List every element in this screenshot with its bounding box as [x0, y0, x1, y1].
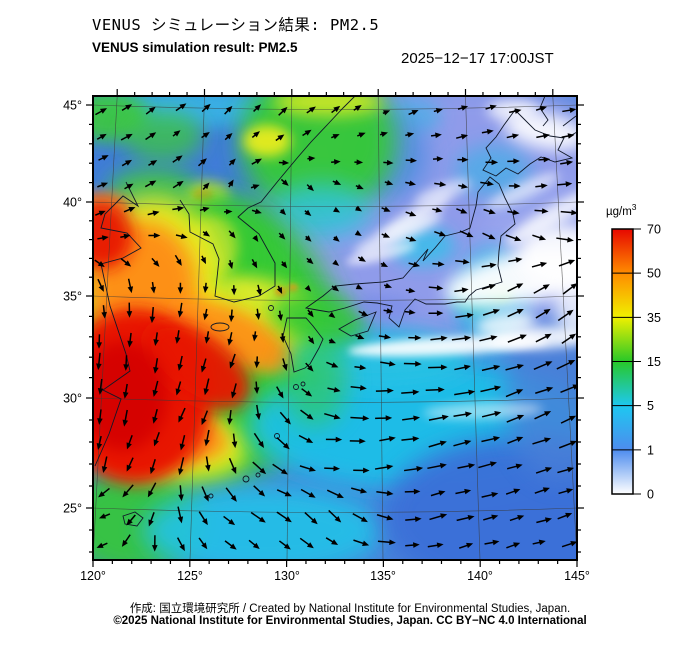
timestamp: 2025−12−17 17:00JST	[401, 50, 554, 67]
colorbar-tick-label: 5	[647, 399, 654, 413]
y-tick-label: 30°	[63, 392, 82, 406]
map-area: 120° 125° 130° 135° 140° 145° 45° 40° 35° 30° 25°	[63, 89, 590, 583]
colorbar-tick-label: 70	[647, 223, 661, 237]
colorbar: 70 50 35 15 5 1 0 µg/m3	[606, 202, 661, 502]
license-line: ©2025 National Institute for Environment…	[113, 615, 587, 627]
wind-arrows	[94, 103, 577, 552]
graticule	[93, 96, 577, 560]
axis-ticks	[86, 89, 584, 567]
colorbar-tick-label: 50	[647, 267, 661, 281]
x-tick-label: 140°	[467, 569, 493, 583]
x-tick-label: 145°	[564, 569, 590, 583]
colorbar-tick-label: 35	[647, 311, 661, 325]
x-axis-labels: 120° 125° 130° 135° 140° 145°	[80, 569, 590, 583]
page-title-english: VENUS simulation result: PM2.5	[92, 40, 298, 55]
colorbar-tick-label: 0	[647, 488, 654, 502]
x-tick-label: 120°	[80, 569, 106, 583]
y-tick-label: 25°	[63, 502, 82, 516]
coastlines	[94, 96, 577, 527]
y-tick-label: 35°	[63, 290, 82, 304]
colorbar-tick-label: 15	[647, 355, 661, 369]
y-tick-label: 40°	[63, 196, 82, 210]
pm25-concentration-field	[93, 96, 577, 560]
colorbar-unit-label: µg/m3	[606, 202, 637, 218]
map-border	[92, 95, 578, 561]
y-tick-label: 45°	[63, 99, 82, 113]
page-title-japanese: VENUS シミュレーション結果: PM2.5	[92, 16, 380, 34]
y-axis-labels: 45° 40° 35° 30° 25°	[63, 99, 82, 516]
credit-line: 作成: 国立環境研究所 / Created by National Instit…	[129, 603, 571, 615]
x-tick-label: 130°	[274, 569, 300, 583]
x-tick-label: 125°	[177, 569, 203, 583]
x-tick-label: 135°	[370, 569, 396, 583]
colorbar-tick-label: 1	[647, 443, 654, 457]
